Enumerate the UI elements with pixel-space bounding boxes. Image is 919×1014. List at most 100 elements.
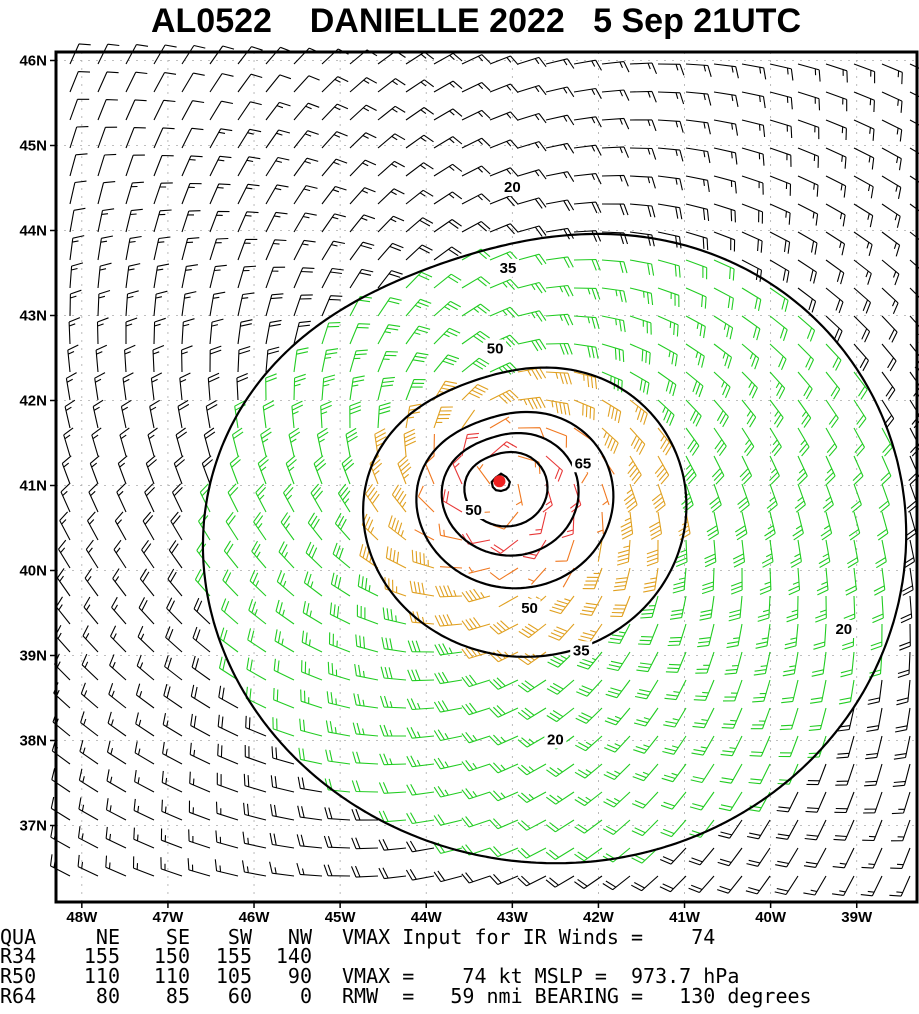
wind-barb (573, 144, 602, 156)
wind-barb (717, 847, 743, 867)
wind-barb (685, 203, 710, 221)
wind-barb (349, 268, 374, 289)
wind-barb (660, 819, 687, 838)
wind-barb (302, 600, 323, 625)
wind-barb (881, 399, 895, 429)
info-cell: 140 (276, 944, 312, 968)
wind-barb (574, 763, 603, 779)
wind-barb (769, 399, 784, 428)
wind-barb (629, 259, 655, 276)
wind-barb (405, 271, 433, 289)
wind-barb (461, 617, 491, 631)
wind-barb (461, 384, 489, 401)
wind-barb (825, 231, 846, 256)
wind-barb (825, 287, 844, 314)
wind-barb (181, 291, 197, 317)
wind-barb (634, 679, 659, 700)
wind-barb (293, 102, 320, 121)
wind-barb (377, 351, 398, 373)
wind-barb (665, 651, 687, 673)
wind-barb (605, 679, 631, 699)
wind-barb (640, 595, 659, 619)
wind-barb (633, 735, 659, 754)
y-tick-label: 39N (19, 648, 47, 665)
wind-barb (604, 735, 631, 753)
wind-barb (153, 127, 175, 149)
info-cell: 155 (216, 944, 252, 968)
wind-barb (669, 595, 687, 620)
wind-barb (381, 637, 407, 653)
wind-barb (119, 427, 130, 457)
wind-barb (253, 511, 267, 541)
wind-barb (741, 371, 758, 399)
wind-barb (321, 322, 341, 345)
wind-barb (188, 800, 211, 821)
wind-barb (878, 483, 890, 513)
wind-barb (575, 707, 603, 724)
wind-barb (433, 136, 463, 149)
wind-barb (377, 188, 405, 205)
wind-barb (349, 77, 378, 93)
wind-barb (377, 376, 395, 401)
wind-barb (433, 219, 462, 233)
wind-barb (133, 827, 155, 849)
wind-barb (709, 483, 722, 513)
wind-barb (321, 131, 348, 149)
wind-barb (667, 623, 687, 647)
wind-barb (377, 402, 391, 429)
wind-barb (245, 686, 267, 709)
wind-barb (601, 315, 626, 333)
wind-barb (816, 567, 829, 596)
wind-barb (853, 427, 865, 457)
wind-barb (691, 735, 715, 756)
wind-barb (517, 735, 547, 748)
wind-barb (654, 455, 670, 485)
wind-barb (517, 141, 547, 152)
wind-barb (657, 203, 683, 220)
wind-barb (406, 698, 435, 711)
wind-barb (271, 746, 295, 765)
wind-barb (377, 105, 406, 121)
wind-barb (753, 651, 771, 676)
wind-barb (881, 231, 901, 257)
wind-barb (161, 770, 183, 793)
wind-barb (365, 483, 380, 513)
wind-barb (136, 654, 155, 681)
wind-barb (461, 674, 491, 688)
wind-barb (685, 175, 710, 192)
wind-barb (604, 707, 631, 726)
wind-barb (188, 829, 211, 849)
wind-barb (761, 539, 774, 568)
wind-barb (359, 544, 379, 569)
wind-barb (377, 133, 406, 149)
wind-barb (303, 571, 323, 597)
wind-barb (377, 324, 401, 345)
wind-barb (274, 629, 295, 653)
wind-barb (861, 847, 883, 869)
wind-barb (517, 367, 547, 380)
wind-barb (142, 511, 155, 541)
wind-barb (108, 683, 127, 709)
wind-barb (688, 875, 715, 894)
wind-barb (489, 677, 519, 690)
wind-barb (489, 416, 511, 429)
wind-barb (631, 819, 659, 837)
wind-barb (407, 640, 435, 653)
wind-barb (489, 139, 519, 149)
x-tick-label: 48W (66, 909, 98, 926)
wind-barb (766, 483, 778, 513)
wind-barb (181, 72, 205, 93)
wind-barb (125, 317, 138, 344)
wind-barb (291, 400, 304, 429)
wind-barb (209, 345, 222, 373)
wind-barb (181, 127, 204, 149)
wind-barb (293, 47, 321, 65)
wind-barb (735, 511, 748, 541)
wind-barb (833, 819, 855, 841)
wind-barb (300, 689, 323, 709)
wind-barb (900, 595, 913, 624)
wind-barb (730, 567, 743, 595)
wind-barb (433, 163, 463, 177)
wind-barb (379, 695, 407, 709)
